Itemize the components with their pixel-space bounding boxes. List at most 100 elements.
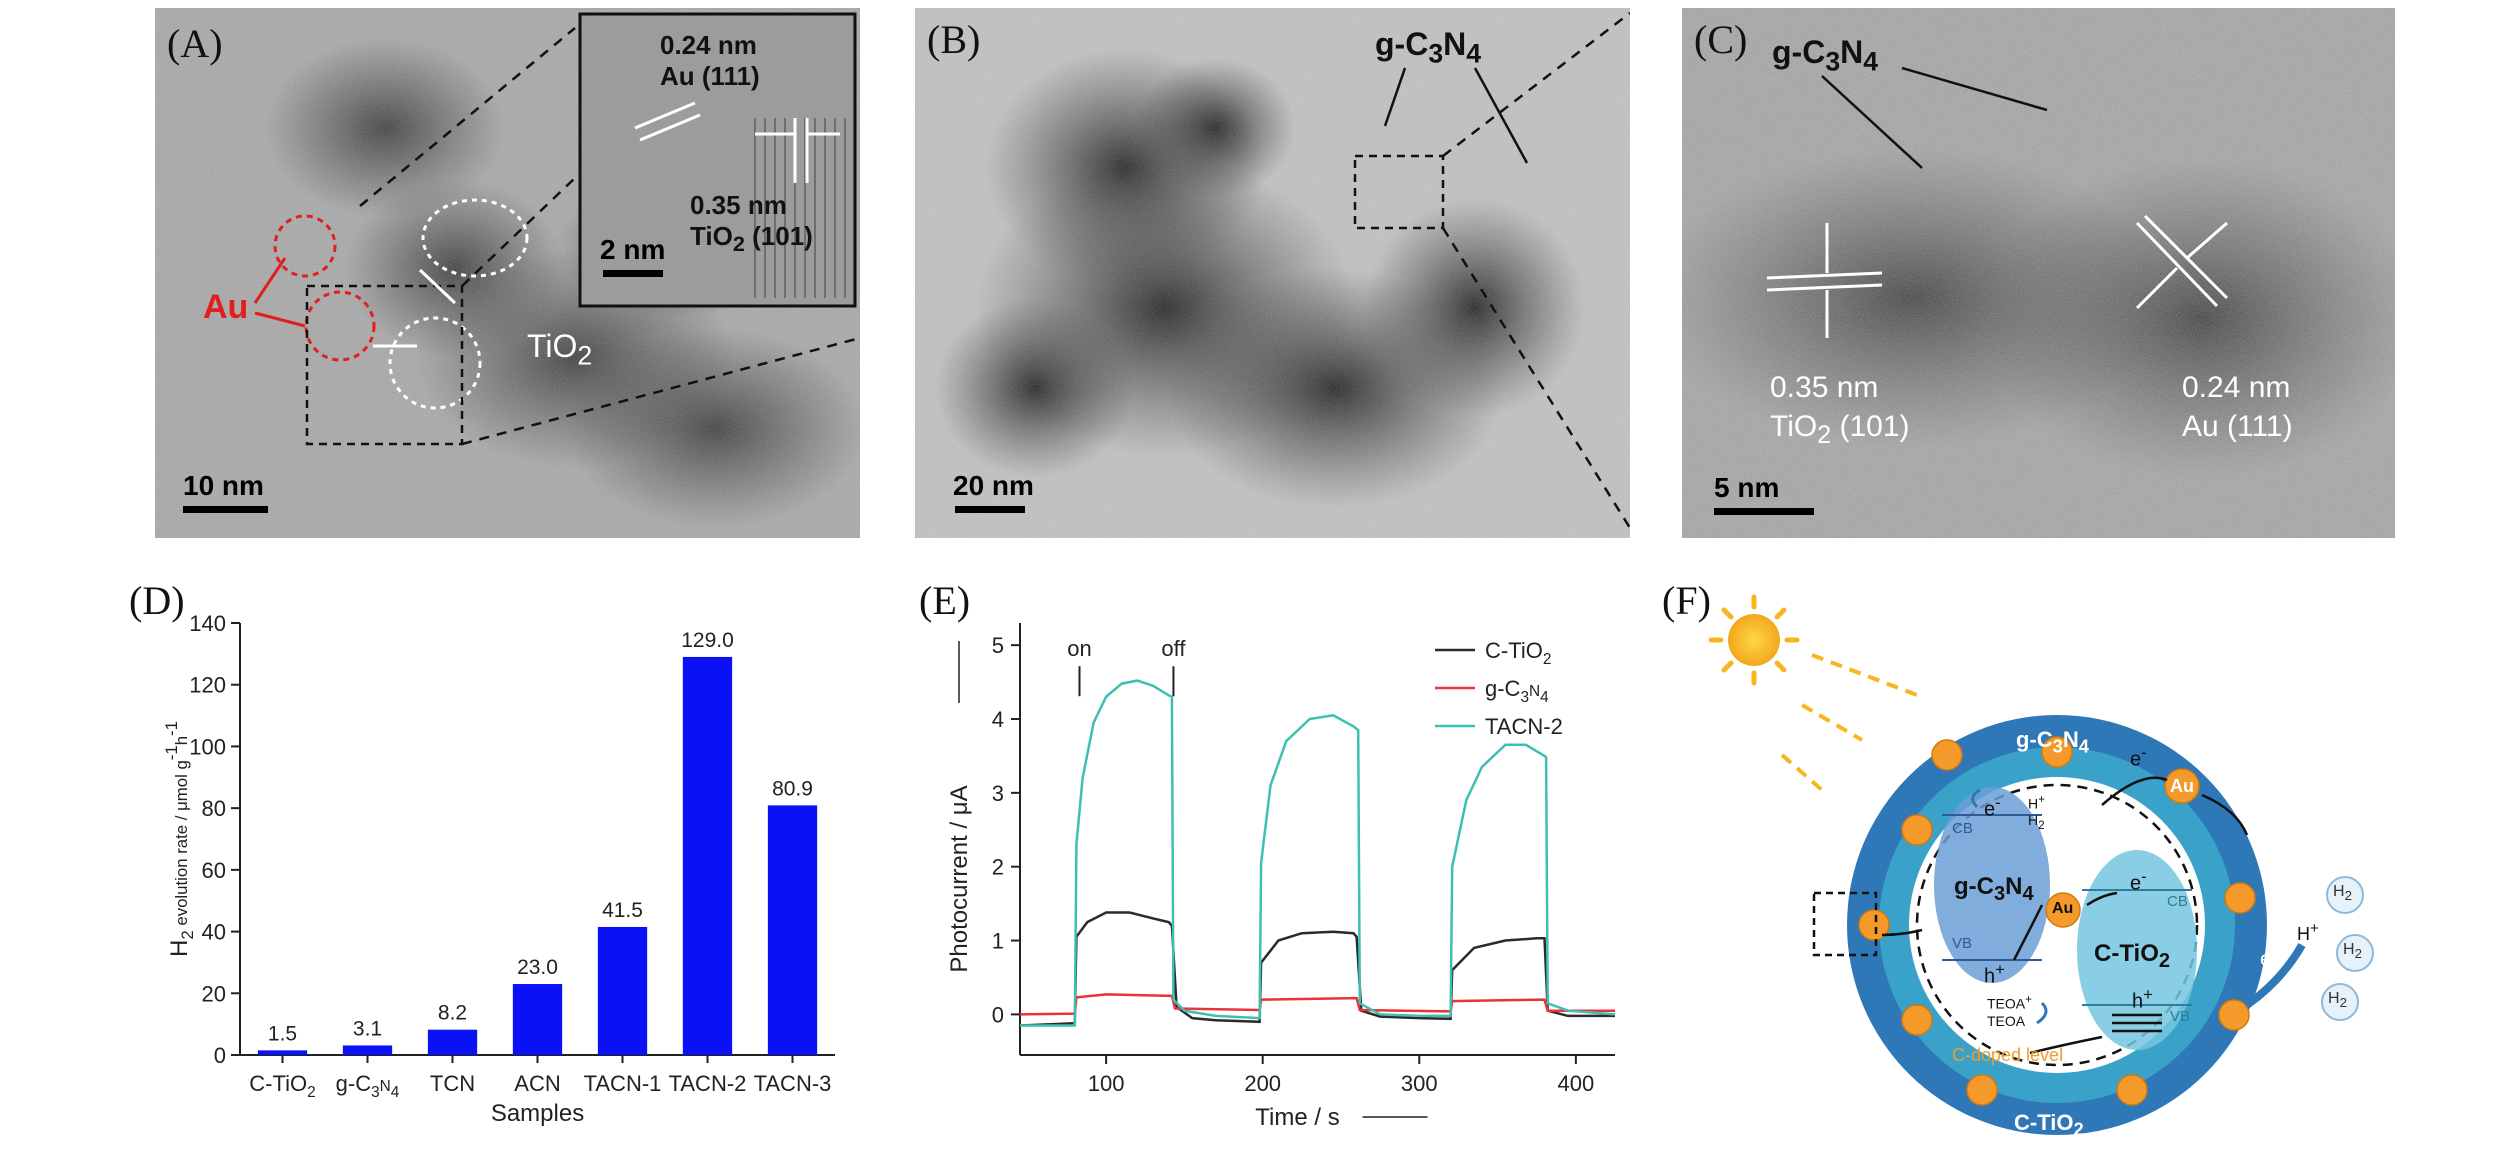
outer-ring-label: g-C3N4 (2016, 727, 2089, 757)
au-particle-active-outer (2164, 768, 2200, 804)
panel-d: (D) 0 20 40 60 80 100 120 140 1.5 C-TiO2 3.1 g-C3N4… (125, 575, 870, 1150)
zoom-box (1812, 891, 1878, 957)
x-tick-label: TCN (430, 1071, 475, 1096)
x-tick-label: C-TiO2 (249, 1071, 315, 1101)
outer-au-label: Au (2170, 776, 2194, 796)
x-tick-label: 400 (1557, 1071, 1594, 1096)
y-tick-label: 4 (992, 707, 1004, 732)
panel-c-scale-label: 5 nm (1714, 472, 1780, 503)
annotation-label: off (1161, 636, 1186, 661)
tio2-particle-circle-1 (421, 198, 529, 278)
y-axis-label: H2 evolution rate / μmol g-1h-1 (162, 721, 197, 957)
y-tick-label: 60 (202, 858, 226, 883)
x-tick-label: 300 (1401, 1071, 1438, 1096)
panel-a-zoom-box (305, 284, 464, 446)
panel-c-au-spacing: 0.24 nm Au (111) (2182, 371, 2293, 443)
h2-bubbles (2321, 876, 2374, 1021)
au-nanoparticles (1858, 736, 2256, 1106)
y-tick-label: 100 (189, 734, 226, 759)
series-line (1019, 993, 1615, 1016)
inner-ring-label: C-TiO2 (2014, 1110, 2084, 1140)
panel-a-scale-bar (183, 506, 268, 513)
y-tick-label: 3 (992, 781, 1004, 806)
y-axis-label: Photocurrent / μA (946, 785, 973, 972)
panel-a-inset (578, 12, 857, 308)
panel-b-scale-bar (955, 506, 1025, 513)
y-tick-label: 0 (214, 1043, 226, 1068)
x-tick-label: TACN-1 (584, 1071, 662, 1096)
legend-label: C-TiO2 (1485, 638, 1551, 668)
au-label: Au (203, 288, 249, 326)
annotation-label: on (1067, 636, 1091, 661)
panel-d-label: (D) (129, 578, 185, 623)
panel-b-label: (B) (927, 17, 981, 62)
panel-b-scale-label: 20 nm (953, 470, 1034, 501)
tio2-cb-label: CB (2167, 893, 2188, 910)
tio2-electron: e- (2130, 867, 2147, 895)
au-particle-circle-2 (304, 290, 376, 362)
legend-label: TACN-2 (1485, 714, 1563, 739)
panel-c-label: (C) (1694, 17, 1748, 62)
panel-e: (E) 0 1 2 3 4 5 100 200 300 400 Time / s Photocurre… (915, 575, 1630, 1150)
panel-c-tem-image: (C) g-C3N4 0.35 nm TiO2 (101) 0.24 nm Au (… (1682, 8, 2395, 538)
h2-label-2: H2 (2343, 941, 2362, 962)
y-tick-label: 20 (202, 981, 226, 1006)
gcn-hole: h+ (1984, 960, 2005, 988)
tio2-band-label: C-TiO2 (2094, 940, 2171, 972)
bar (767, 805, 818, 1055)
outer-hplus-label: H+ (2297, 920, 2319, 944)
panel-b-zoom-box (1353, 154, 1445, 230)
panel-b-micrograph (915, 8, 1630, 538)
tio2-hole: h+ (2132, 985, 2153, 1013)
x-axis-label: Samples (491, 1100, 584, 1127)
panel-a-tem-image: (A) 0.24 nm Au (111) 0.35 nm TiO2 (101) 2 … (155, 8, 860, 538)
x-tick-label: g-C3N4 (336, 1071, 400, 1101)
au-particle-circle-1 (273, 214, 337, 278)
inset-scale-bar (603, 270, 663, 277)
panel-f-label: (F) (1662, 578, 1711, 623)
sun-icon (1708, 594, 1800, 686)
tio2-label: TiO2 (527, 328, 593, 371)
h2-label-3: H2 (2328, 990, 2347, 1011)
y-tick-label: 120 (189, 673, 226, 698)
panel-c-tio2-spacing: 0.35 nm TiO2 (101) (1770, 371, 1910, 449)
x-tick-label: TACN-3 (754, 1071, 832, 1096)
teoa-label: TEOA+ TEOA (1987, 993, 2032, 1030)
panel-c-gcn-label: g-C3N4 (1772, 34, 1879, 77)
x-tick-label: 100 (1088, 1071, 1125, 1096)
bar (682, 656, 733, 1055)
panel-b-tem-image: (B) g-C3N4 20 nm (915, 8, 1630, 538)
tio2-band-oval (2077, 850, 2197, 1050)
panel-a-scale-label: 10 nm (183, 470, 264, 501)
y-tick-label: 40 (202, 920, 226, 945)
inner-hplus-label: H+ H2 (2028, 793, 2045, 833)
x-tick-label: 200 (1244, 1071, 1281, 1096)
inset-lattice-fringes (754, 118, 846, 298)
bar (512, 984, 563, 1055)
panel-f: (F) (1662, 575, 2412, 1150)
tio2-vb-label: VB (2170, 1008, 2191, 1025)
bar-value-label: 3.1 (353, 1017, 382, 1040)
bar-value-label: 41.5 (602, 899, 643, 922)
gcn-vb-label: VB (1952, 935, 1973, 952)
bar (427, 1029, 478, 1055)
bar-value-label: 129.0 (681, 629, 734, 652)
ring-electron: e- (2260, 943, 2277, 971)
bar-value-label: 23.0 (517, 956, 558, 979)
bar (597, 926, 648, 1055)
gcn-band-oval (1934, 787, 2050, 983)
y-tick-label: 5 (992, 633, 1004, 658)
inset-spacing-1: 0.24 nm Au (111) (660, 30, 760, 91)
x-axis-label: Time / s (1255, 1104, 1339, 1131)
inset-scale-label: 2 nm (600, 234, 666, 265)
x-tick-label: TACN-2 (669, 1071, 747, 1096)
h2-label-1: H2 (2333, 883, 2352, 904)
gcn-electron: e- (1984, 793, 2001, 821)
bar (342, 1045, 393, 1055)
bar (257, 1050, 308, 1055)
panel-b-gcn-label: g-C3N4 (1375, 26, 1482, 69)
bar-value-label: 80.9 (772, 777, 813, 800)
mechanism-schematic (1708, 594, 2374, 1135)
series-line (1019, 911, 1615, 1027)
x-tick-label: ACN (514, 1071, 560, 1096)
